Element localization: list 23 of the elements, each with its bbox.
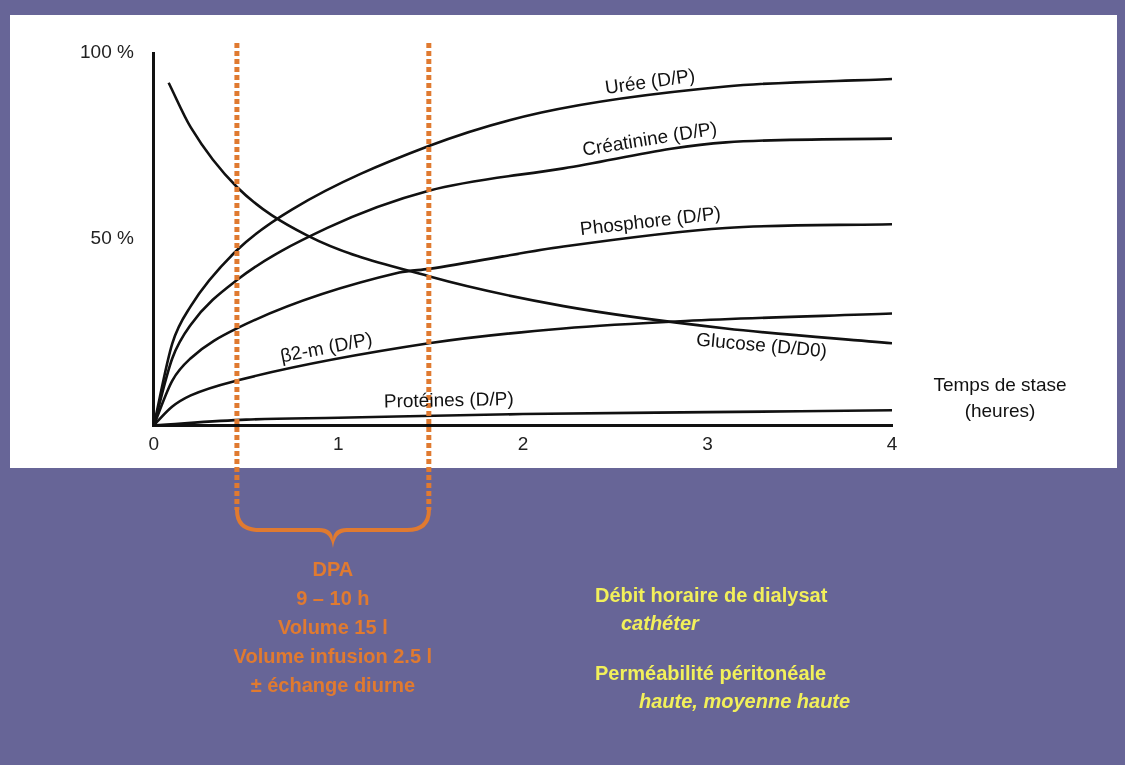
x-tick-label: 4 bbox=[886, 432, 898, 454]
series-label: Protéines (D/P) bbox=[383, 387, 514, 412]
text: Volume infusion 2.5 l bbox=[232, 644, 434, 669]
text: cathéter bbox=[621, 611, 701, 636]
x-axis-title: Temps de stase (heures) bbox=[933, 374, 1067, 422]
text: Phosphore (D/P) bbox=[578, 202, 722, 240]
text: Perméabilité péritonéale bbox=[595, 661, 828, 686]
text: Créatinine (D/P) bbox=[580, 117, 719, 160]
text: Volume 15 l bbox=[277, 615, 389, 640]
x-tick-label: 2 bbox=[517, 432, 529, 454]
text: DPA bbox=[311, 557, 355, 582]
text: Glucose (D/D0) bbox=[695, 328, 828, 362]
x-tick-label: 3 bbox=[702, 432, 713, 454]
text: Urée (D/P) bbox=[603, 64, 697, 99]
x-tick-label: 0 bbox=[148, 432, 160, 454]
text: haute, moyenne haute bbox=[639, 689, 851, 714]
text: Débit horaire de dialysat bbox=[595, 583, 829, 608]
text: 9 – 10 h bbox=[295, 586, 371, 611]
x-tick-label: 1 bbox=[333, 432, 344, 454]
y-tick-label: 100 % bbox=[80, 41, 134, 63]
y-tick-label: 50 % bbox=[90, 227, 134, 249]
text: β2-m (D/P) bbox=[278, 327, 374, 367]
text: ± échange diurne bbox=[249, 673, 417, 698]
